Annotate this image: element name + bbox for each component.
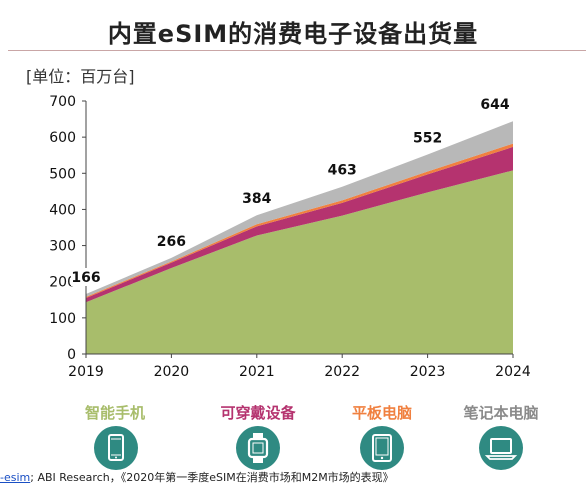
total-label-5: 644 [480,97,509,113]
source-link[interactable]: -esim [0,471,31,484]
y-tick-label-2: 200 [49,275,76,291]
total-label-3: 463 [328,163,357,179]
legend-label-laptop: 笔记本电脑 [463,404,539,422]
x-tick-label-1: 2020 [154,364,190,380]
source-footer: -esim; ABI Research，《2020年第一季度eSIM在消费市场和… [0,469,394,485]
x-tick-label-5: 2024 [495,364,531,380]
total-label-1: 266 [157,234,186,250]
unit-label: [单位：百万台] [26,67,135,86]
y-tick-label-0: 0 [67,347,76,363]
total-label-bg-5 [480,95,510,114]
area-series-2 [86,143,513,298]
total-label-bg-0 [71,268,101,287]
y-tick-label-7: 700 [49,94,76,110]
legend-label-smartphone: 智能手机 [84,404,145,422]
laptop-icon [479,426,523,470]
y-tick-label-1: 100 [49,311,76,327]
total-label-bg-4 [412,128,443,147]
area-layers [86,121,513,354]
y-tick-label-3: 300 [49,239,76,255]
total-label-0: 166 [71,270,100,286]
area-series-0 [86,170,513,354]
y-tick-label-6: 600 [49,130,76,146]
total-label-bg-2 [241,189,272,208]
total-label-bg-3 [327,160,358,179]
area-series-3 [86,121,513,297]
total-labels: 166 266 384 463 552 644 [71,95,510,287]
y-tick-label-5: 500 [49,166,76,182]
x-tick-label-4: 2023 [410,364,446,380]
total-label-2: 384 [242,191,271,207]
tick-labels: 0 100 200 300 400 500 600 700 2019 2020 2021 2022 20… [49,94,531,380]
legend-label-wearable: 可穿戴设备 [220,404,296,422]
total-label-bg-1 [156,231,187,250]
smartphone-icon [94,426,138,470]
legend-label-tablet: 平板电脑 [351,404,412,422]
area-series-1 [86,146,513,303]
x-tick-label-3: 2022 [324,364,360,380]
chart-title: 内置eSIM的消费电子设备出货量 [107,20,479,48]
source-text: ; ABI Research，《2020年第一季度eSIM在消费市场和M2M市场… [30,471,394,484]
x-tick-label-2: 2021 [239,364,275,380]
x-tick-label-0: 2019 [68,364,104,380]
stacked-area-chart: 0 100 200 300 400 500 600 700 2019 2020 2021 2022 20… [49,94,531,380]
tablet-icon [360,426,404,470]
title-divider [8,50,586,51]
y-tick-label-4: 400 [49,202,76,218]
total-label-4: 552 [413,130,442,146]
smartwatch-icon [236,426,280,470]
